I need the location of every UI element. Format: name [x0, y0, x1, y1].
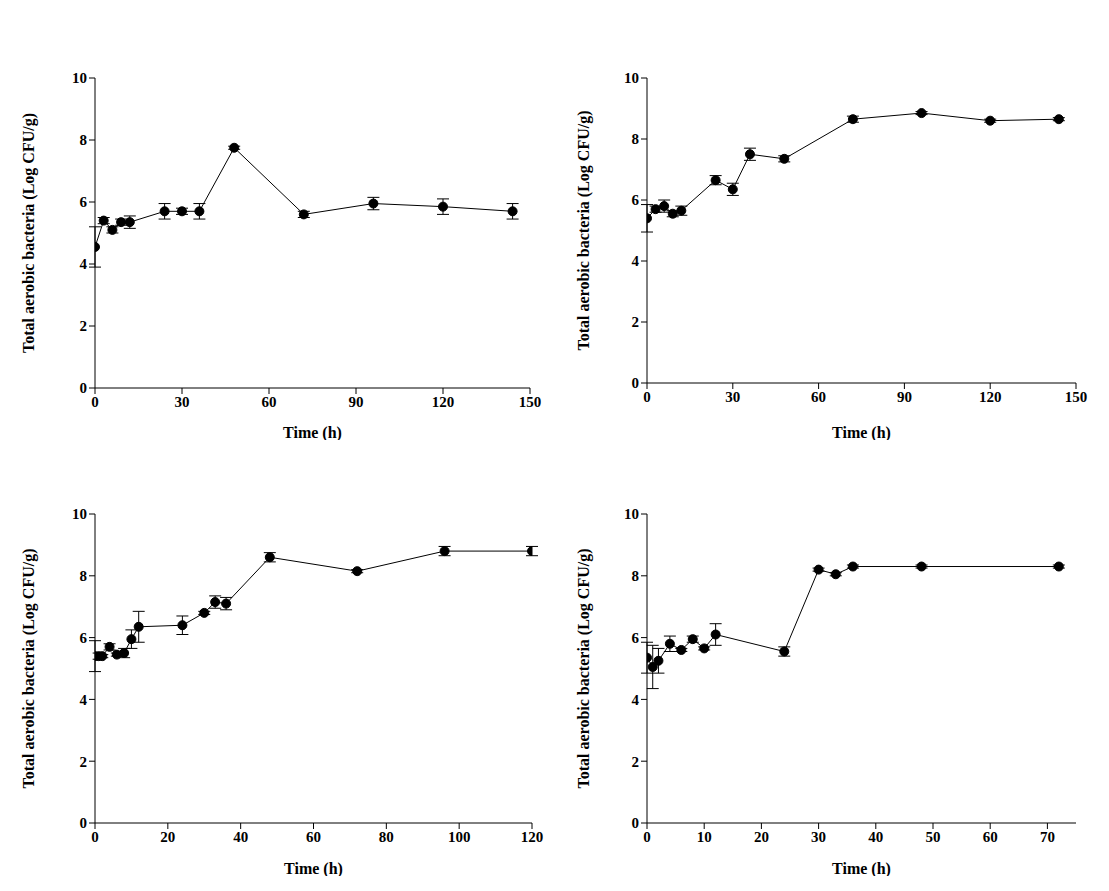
svg-text:2: 2	[632, 314, 640, 330]
svg-text:6: 6	[632, 630, 640, 646]
svg-text:6: 6	[632, 192, 640, 208]
svg-text:10: 10	[624, 70, 639, 86]
svg-text:10: 10	[697, 829, 712, 845]
svg-text:4: 4	[80, 692, 88, 708]
svg-text:150: 150	[519, 394, 542, 410]
svg-text:Time (h): Time (h)	[284, 860, 343, 876]
svg-text:4: 4	[80, 256, 88, 272]
svg-text:8: 8	[80, 132, 88, 148]
svg-text:8: 8	[632, 568, 640, 584]
svg-text:100: 100	[448, 829, 471, 845]
svg-text:Total aerobic bacteria (Log CF: Total aerobic bacteria (Log CFU/g)	[575, 111, 593, 351]
svg-text:0: 0	[632, 815, 640, 831]
svg-text:8: 8	[80, 568, 88, 584]
svg-text:10: 10	[72, 70, 87, 86]
svg-text:40: 40	[868, 829, 883, 845]
svg-text:10: 10	[624, 506, 639, 522]
svg-text:8: 8	[632, 131, 640, 147]
svg-text:80: 80	[379, 829, 394, 845]
svg-text:Time (h): Time (h)	[832, 424, 891, 440]
svg-text:Time (h): Time (h)	[832, 860, 891, 876]
svg-text:20: 20	[754, 829, 769, 845]
svg-text:0: 0	[643, 389, 651, 405]
svg-text:30: 30	[175, 394, 190, 410]
svg-text:0: 0	[80, 815, 88, 831]
svg-text:4: 4	[632, 253, 640, 269]
svg-text:70: 70	[1040, 829, 1055, 845]
svg-text:2: 2	[80, 754, 88, 770]
svg-text:10: 10	[72, 506, 87, 522]
svg-text:20: 20	[160, 829, 175, 845]
svg-text:30: 30	[811, 829, 826, 845]
svg-text:60: 60	[262, 394, 277, 410]
svg-text:2: 2	[80, 318, 88, 334]
svg-text:120: 120	[521, 829, 544, 845]
svg-text:50: 50	[926, 829, 941, 845]
svg-text:0: 0	[643, 829, 651, 845]
svg-text:6: 6	[80, 630, 88, 646]
svg-text:Total aerobic bacteria (Log CF: Total aerobic bacteria (Log CFU/g)	[20, 549, 38, 789]
svg-text:Total aerobic bacteria (Log CF: Total aerobic bacteria (Log CFU/g)	[20, 113, 38, 353]
svg-text:60: 60	[306, 829, 321, 845]
svg-text:0: 0	[91, 829, 99, 845]
svg-text:90: 90	[349, 394, 364, 410]
svg-text:0: 0	[91, 394, 99, 410]
svg-text:Total aerobic bacteria (Log CF: Total aerobic bacteria (Log CFU/g)	[575, 549, 593, 789]
svg-text:2: 2	[632, 754, 640, 770]
svg-text:150: 150	[1065, 389, 1088, 405]
svg-text:0: 0	[80, 380, 88, 396]
svg-text:6: 6	[80, 194, 88, 210]
svg-text:120: 120	[979, 389, 1002, 405]
svg-text:40: 40	[233, 829, 248, 845]
svg-text:30: 30	[725, 389, 740, 405]
svg-text:0: 0	[632, 375, 640, 391]
svg-text:60: 60	[983, 829, 998, 845]
svg-text:Time (h): Time (h)	[283, 424, 342, 440]
svg-text:60: 60	[811, 389, 826, 405]
svg-text:4: 4	[632, 692, 640, 708]
svg-text:120: 120	[432, 394, 455, 410]
svg-text:90: 90	[897, 389, 912, 405]
